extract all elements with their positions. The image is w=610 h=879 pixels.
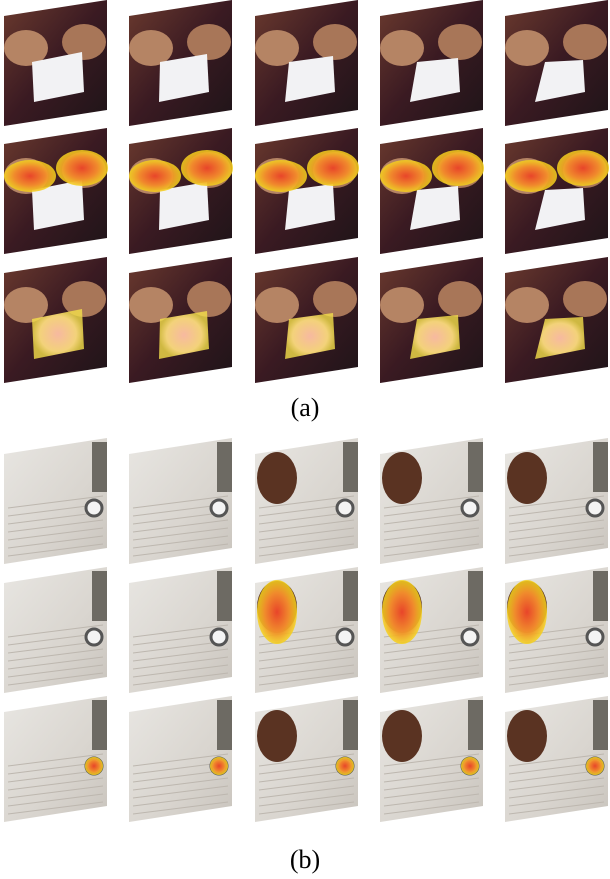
hand [255, 287, 299, 323]
hand [380, 287, 424, 323]
heatmap [461, 757, 479, 775]
hand [507, 452, 547, 504]
fridge-wall [343, 442, 358, 492]
fridge-wall [593, 571, 608, 621]
hand [563, 24, 607, 60]
heatmap [56, 150, 108, 186]
hand [438, 24, 482, 60]
hand [382, 452, 422, 504]
heatmap [210, 757, 228, 775]
fridge-wall [468, 571, 483, 621]
fridge-wall [217, 442, 232, 492]
caption: (b) [290, 845, 320, 874]
hand [129, 30, 173, 66]
heatmap [432, 150, 484, 186]
watch [337, 629, 353, 645]
hand [62, 24, 106, 60]
hand [257, 710, 297, 762]
watch [86, 629, 102, 645]
caption: (a) [291, 393, 320, 422]
watch [462, 500, 478, 516]
heatmap [557, 150, 609, 186]
fridge-wall [92, 700, 107, 750]
heatmap [85, 757, 103, 775]
heatmap [507, 580, 547, 644]
fridge-wall [468, 442, 483, 492]
figure: (a) (b) [0, 0, 610, 879]
hand [257, 452, 297, 504]
watch [587, 629, 603, 645]
heatmap [255, 160, 307, 192]
fridge-wall [343, 700, 358, 750]
heatmap [505, 160, 557, 192]
fridge-wall [468, 700, 483, 750]
hand [129, 287, 173, 323]
heatmap [586, 757, 604, 775]
watch [462, 629, 478, 645]
hand [505, 287, 549, 323]
hand [62, 281, 106, 317]
watch [86, 500, 102, 516]
heatmap [382, 580, 422, 644]
watch [211, 500, 227, 516]
hand [438, 281, 482, 317]
heatmap [380, 160, 432, 192]
heatmap [307, 150, 359, 186]
heatmap [336, 757, 354, 775]
fridge-wall [217, 571, 232, 621]
fridge-wall [593, 700, 608, 750]
heatmap [129, 160, 181, 192]
heatmap [4, 160, 56, 192]
heatmap [181, 150, 233, 186]
hand [380, 30, 424, 66]
fridge-wall [92, 571, 107, 621]
watch [587, 500, 603, 516]
fridge-wall [593, 442, 608, 492]
watch [211, 629, 227, 645]
hand [255, 30, 299, 66]
fridge-wall [343, 571, 358, 621]
fridge-wall [92, 442, 107, 492]
hand [313, 24, 357, 60]
hand [187, 281, 231, 317]
hand [507, 710, 547, 762]
hand [313, 281, 357, 317]
hand [187, 24, 231, 60]
hand [563, 281, 607, 317]
watch [337, 500, 353, 516]
fridge-wall [217, 700, 232, 750]
hand [505, 30, 549, 66]
heatmap [257, 580, 297, 644]
hand [382, 710, 422, 762]
